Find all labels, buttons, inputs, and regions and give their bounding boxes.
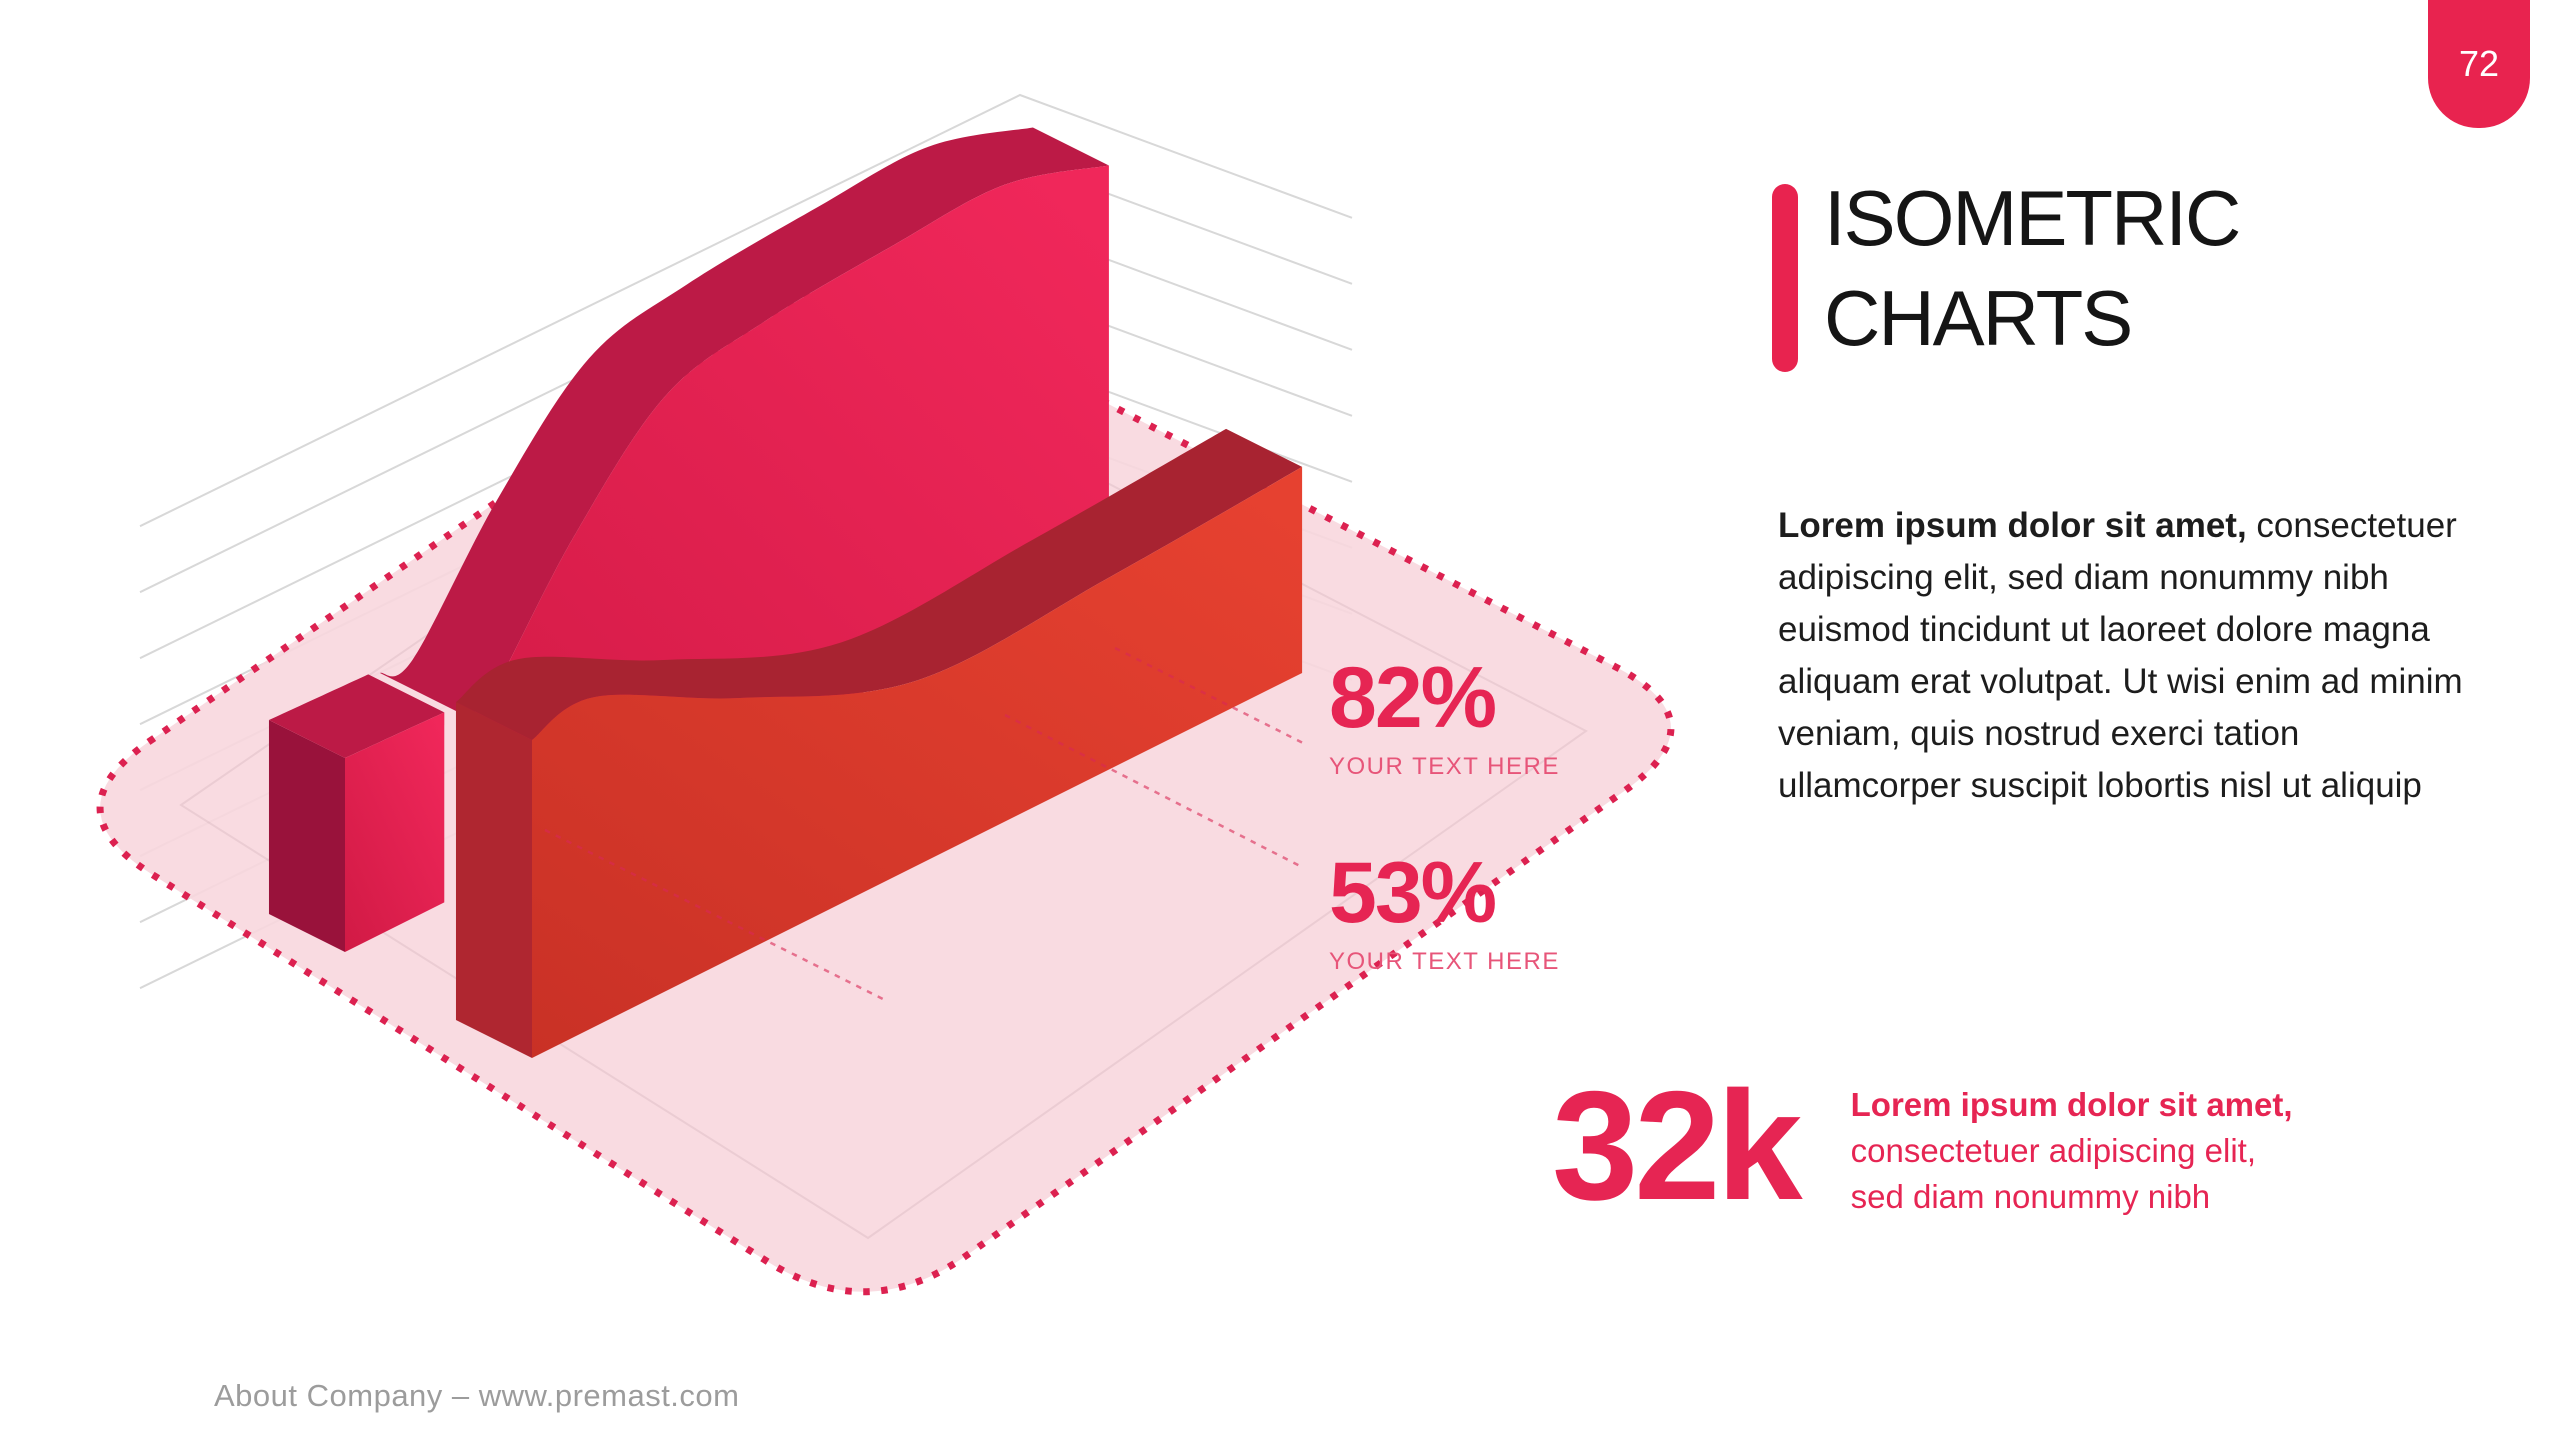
chart-series-walls bbox=[268, 127, 1303, 1058]
stat-block: 32k Lorem ipsum dolor sit amet, consecte… bbox=[1552, 1059, 2293, 1232]
wall-front-area bbox=[455, 428, 1303, 1058]
callout-53: 53% YOUR TEXT HERE bbox=[1329, 850, 1560, 974]
paragraph-lead: Lorem ipsum dolor sit amet, bbox=[1778, 506, 2247, 545]
stat-value: 32k bbox=[1552, 1059, 1803, 1232]
wall-front-face bbox=[345, 712, 445, 952]
callout-82-value: 82% bbox=[1329, 650, 1497, 746]
wall-back-area-left-segment bbox=[268, 674, 445, 952]
footer-text: About Company – www.premast.com bbox=[214, 1378, 740, 1413]
callout-82-label: YOUR TEXT HERE bbox=[1329, 753, 1560, 780]
body-paragraph: Lorem ipsum dolor sit amet, consectetuer… bbox=[1778, 500, 2478, 812]
wall-top-band bbox=[456, 428, 1303, 740]
stat-text: Lorem ipsum dolor sit amet, consectetuer… bbox=[1851, 1082, 2293, 1220]
title-accent-bar bbox=[1772, 184, 1798, 372]
isometric-chart bbox=[96, 93, 1675, 1296]
paragraph-text: consectetuer adipiscing elit, sed diam n… bbox=[1778, 506, 2463, 805]
callout-53-label: YOUR TEXT HERE bbox=[1329, 948, 1560, 975]
callout-82: 82% YOUR TEXT HERE bbox=[1329, 655, 1560, 779]
page-number-badge: 72 bbox=[2428, 0, 2530, 128]
wall-front-face bbox=[532, 466, 1303, 1058]
wall-end-face bbox=[268, 719, 345, 952]
stat-line-1: consectetuer adipiscing elit, bbox=[1850, 1132, 2257, 1169]
footer: About Company – www.premast.com bbox=[214, 1378, 740, 1414]
callout-53-value: 53% bbox=[1329, 845, 1497, 941]
wall-top-band bbox=[380, 127, 1109, 715]
title-block: ISOMETRIC CHARTS bbox=[1772, 168, 2241, 372]
title-line-1: ISOMETRIC bbox=[1824, 174, 2241, 262]
leader-lines bbox=[544, 646, 1306, 1002]
stat-line-2: sed diam nonummy nibh bbox=[1850, 1178, 2211, 1215]
title-line-2: CHARTS bbox=[1824, 274, 2133, 362]
page-number: 72 bbox=[2458, 43, 2500, 84]
callout-leader-line bbox=[544, 828, 886, 1002]
stat-lead: Lorem ipsum dolor sit amet, bbox=[1850, 1086, 2293, 1123]
wall-top-band bbox=[269, 674, 445, 758]
grid-line bbox=[139, 93, 1353, 528]
page-title: ISOMETRIC CHARTS bbox=[1824, 168, 2241, 372]
wall-end-face bbox=[455, 701, 532, 1058]
callout-leader-line bbox=[1004, 713, 1301, 868]
